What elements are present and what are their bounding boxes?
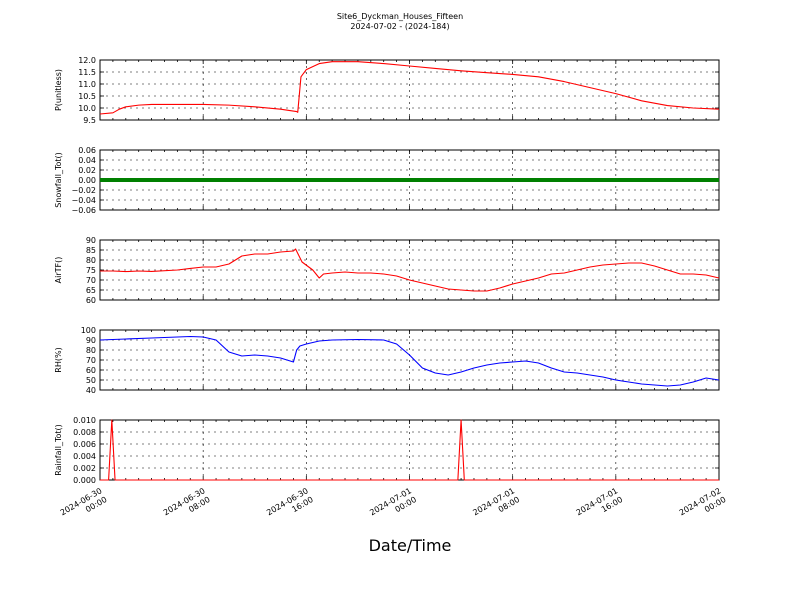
y-tick-label: 80 <box>86 346 96 355</box>
y-tick-label: 90 <box>86 236 96 245</box>
y-tick-label: 12.0 <box>78 56 96 65</box>
y-tick-label: 0.002 <box>73 464 96 473</box>
y-tick-label: 0.006 <box>73 440 96 449</box>
y-tick-label: 11.0 <box>78 80 96 89</box>
subplot-5: 0.000 0.002 0.004 0.006 0.008 0.010 Rainfall_T… <box>54 416 720 485</box>
y-tick-label: −0.02 <box>71 186 96 195</box>
y-tick-label: 0.00 <box>78 176 96 185</box>
y-tick-label: −0.04 <box>71 196 96 205</box>
figure-subtitle: 2024-07-02 - (2024-184) <box>350 22 449 31</box>
y-tick-label: 0.000 <box>73 476 96 485</box>
series-line <box>99 335 720 387</box>
y-tick-label: 0.010 <box>73 416 96 425</box>
y-tick-label: 85 <box>86 246 96 255</box>
y-axis-label: Rainfall_Tot() <box>54 424 63 476</box>
y-tick-label: 50 <box>86 376 96 385</box>
subplot-1: 9.5 10.0 10.5 11.0 11.5 12.0 P(unitless) <box>54 56 720 125</box>
series-line <box>99 61 720 115</box>
y-tick-label: 10.5 <box>78 92 96 101</box>
x-axis-label: Date/Time <box>369 536 452 555</box>
series-line <box>100 248 720 292</box>
y-tick-label: 0.02 <box>78 166 96 175</box>
y-tick-label: 40 <box>86 386 96 395</box>
y-tick-label: 70 <box>86 356 96 365</box>
figure-title: Site6_Dyckman_Houses_Fifteen <box>337 12 463 21</box>
y-tick-label: 100 <box>81 326 96 335</box>
y-tick-label: 60 <box>86 366 96 375</box>
y-tick-label: 9.5 <box>83 116 96 125</box>
series-line <box>100 419 719 481</box>
y-tick-label: 0.008 <box>73 428 96 437</box>
y-axis-label: RH(%) <box>54 347 63 372</box>
y-axis-label: Snowfall_Tot() <box>54 152 63 208</box>
y-axis-label: P(unitless) <box>54 69 63 111</box>
y-tick-label: 80 <box>86 256 96 265</box>
subplot-2: −0.06−0.04−0.020.000.020.040.06 Snowfall_… <box>54 146 720 215</box>
y-tick-label: 0.04 <box>78 156 96 165</box>
y-tick-label: 11.5 <box>78 68 96 77</box>
y-tick-label: 70 <box>86 276 96 285</box>
y-tick-label: 65 <box>86 286 96 295</box>
y-tick-label: 75 <box>86 266 96 275</box>
y-tick-label: 10.0 <box>78 104 96 113</box>
y-tick-label: 0.06 <box>78 146 96 155</box>
subplots: 9.510.010.511.011.512.0P(unitless)−0.06−… <box>54 56 728 517</box>
y-tick-label: 90 <box>86 336 96 345</box>
y-tick-label: 0.004 <box>73 452 96 461</box>
y-tick-label: −0.06 <box>71 206 96 215</box>
y-axis-label: AirTF() <box>54 257 63 284</box>
y-tick-label: 60 <box>86 296 96 305</box>
